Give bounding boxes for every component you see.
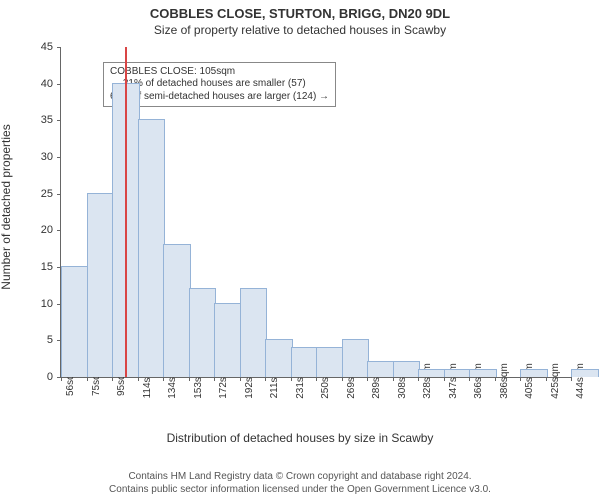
plot-area: COBBLES CLOSE: 105sqm ← 31% of detached … — [60, 47, 571, 378]
histogram-bar — [367, 361, 395, 377]
histogram-bar — [444, 369, 472, 377]
y-tick-mark — [57, 230, 61, 231]
annotation-line-3: 69% of semi-detached houses are larger (… — [110, 91, 329, 104]
y-tick-mark — [57, 120, 61, 121]
histogram-bar — [291, 347, 319, 377]
histogram-bar — [316, 347, 344, 377]
histogram-bar — [240, 288, 268, 377]
marker-line — [125, 47, 127, 377]
histogram-bar — [61, 266, 89, 377]
annotation-line-2: ← 31% of detached houses are smaller (57… — [110, 78, 329, 91]
histogram-bar — [214, 303, 242, 377]
y-tick-mark — [57, 157, 61, 158]
histogram-bar — [189, 288, 217, 377]
histogram-bar — [418, 369, 446, 377]
x-tick-label: 425sqm — [546, 363, 561, 399]
footer-line-2: Contains public sector information licen… — [0, 484, 600, 497]
footer-line-1: Contains HM Land Registry data © Crown c… — [0, 471, 600, 484]
chart-subtitle: Size of property relative to detached ho… — [0, 23, 600, 37]
y-axis-label: Number of detached properties — [0, 124, 13, 289]
y-tick-mark — [57, 194, 61, 195]
chart-title: COBBLES CLOSE, STURTON, BRIGG, DN20 9DL — [0, 6, 600, 21]
histogram-bar — [469, 369, 497, 377]
footer-attrib: Contains HM Land Registry data © Crown c… — [0, 471, 600, 496]
histogram-bar — [265, 339, 293, 377]
histogram-bar — [342, 339, 370, 377]
histogram-bar — [393, 361, 421, 377]
x-tick-label: 386sqm — [495, 363, 510, 399]
histogram-bar — [571, 369, 599, 377]
y-tick-mark — [57, 47, 61, 48]
chart-container: Number of detached properties COBBLES CL… — [0, 37, 600, 457]
x-axis-label: Distribution of detached houses by size … — [0, 431, 600, 445]
histogram-bar — [138, 119, 166, 377]
histogram-bar — [163, 244, 191, 377]
histogram-bar — [520, 369, 548, 377]
annotation-line-1: COBBLES CLOSE: 105sqm — [110, 66, 329, 79]
y-tick-mark — [57, 84, 61, 85]
histogram-bar — [87, 193, 115, 377]
